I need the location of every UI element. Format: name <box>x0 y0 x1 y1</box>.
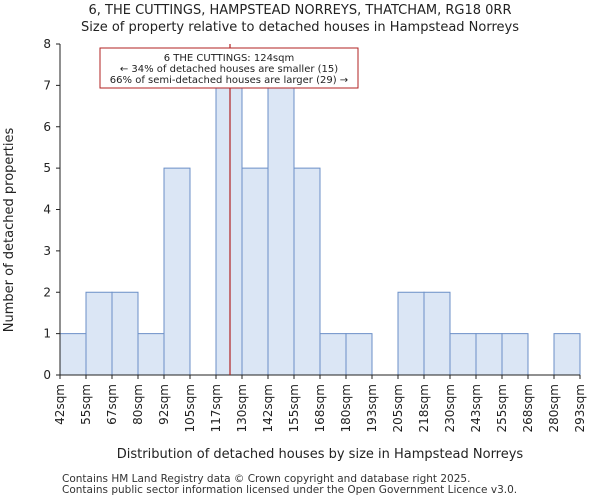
y-tick-label: 7 <box>43 78 51 92</box>
x-tick-label: 168sqm <box>313 384 327 432</box>
bar-243sqm <box>475 333 503 376</box>
bar-142sqm <box>267 84 295 376</box>
x-tick-label: 180sqm <box>339 384 353 432</box>
chart-subtitle: Size of property relative to detached ho… <box>81 20 519 35</box>
y-tick-label: 6 <box>43 120 51 134</box>
x-axis-label: Distribution of detached houses by size … <box>117 447 524 462</box>
x-tick-label: 42sqm <box>53 384 67 425</box>
annotation-line-3: 66% of semi-detached houses are larger (… <box>110 75 348 86</box>
bar-255sqm <box>501 333 529 376</box>
bar-42sqm <box>59 333 87 376</box>
x-tick-label: 80sqm <box>131 384 145 425</box>
footer-line-2: Contains public sector information licen… <box>62 484 518 496</box>
axes-group: 0 1 2 3 4 5 6 7 8 42sqm 55sqm 67sqm 80sqm 92sqm 105sqm… <box>43 37 587 432</box>
chart-title: 6, THE CUTTINGS, HAMPSTEAD NORREYS, THAT… <box>88 3 512 18</box>
bars-group <box>59 84 581 376</box>
annotation-line-2: ← 34% of detached houses are smaller (15… <box>120 64 338 75</box>
x-tick-label: 193sqm <box>365 384 379 432</box>
x-tick-label: 268sqm <box>521 384 535 432</box>
annotation-box: 6 THE CUTTINGS: 124sqm ← 34% of detached… <box>99 47 359 89</box>
bar-117sqm <box>215 84 243 376</box>
footer-line-1: Contains HM Land Registry data © Crown c… <box>62 473 471 485</box>
y-tick-label: 5 <box>43 161 51 175</box>
x-tick-label: 243sqm <box>469 384 483 432</box>
x-tick-label: 92sqm <box>157 384 171 425</box>
bar-55sqm <box>85 291 113 376</box>
bar-80sqm <box>137 333 165 376</box>
x-tick-label: 117sqm <box>209 384 223 432</box>
bar-205sqm <box>397 291 425 376</box>
bar-168sqm <box>319 333 347 376</box>
y-tick-label: 2 <box>43 285 51 299</box>
x-tick-label: 155sqm <box>287 384 301 432</box>
y-tick-label: 3 <box>43 244 51 258</box>
bar-218sqm <box>423 291 451 376</box>
bar-130sqm <box>241 167 269 376</box>
x-tick-label: 293sqm <box>573 384 587 432</box>
y-tick-label: 4 <box>43 203 51 217</box>
x-tick-label: 218sqm <box>417 384 431 432</box>
bar-67sqm <box>111 291 139 376</box>
y-tick-label: 1 <box>43 327 51 341</box>
x-tick-label: 280sqm <box>547 384 561 432</box>
y-tick-label: 8 <box>43 37 51 51</box>
x-tick-label: 230sqm <box>443 384 457 432</box>
x-tick-label: 255sqm <box>495 384 509 432</box>
y-tick-label: 0 <box>43 368 51 382</box>
x-tick-label: 142sqm <box>261 384 275 432</box>
x-tick-label: 67sqm <box>105 384 119 425</box>
y-axis-label: Number of detached properties <box>2 128 17 333</box>
x-tick-label: 105sqm <box>183 384 197 432</box>
bar-280sqm <box>553 333 581 376</box>
x-tick-label: 130sqm <box>235 384 249 432</box>
x-tick-label: 205sqm <box>391 384 405 432</box>
bar-92sqm <box>163 167 191 376</box>
annotation-line-1: 6 THE CUTTINGS: 124sqm <box>164 53 294 64</box>
bar-155sqm <box>293 167 321 376</box>
x-tick-label: 55sqm <box>79 384 93 425</box>
bar-230sqm <box>449 333 477 376</box>
bar-180sqm <box>345 333 373 376</box>
